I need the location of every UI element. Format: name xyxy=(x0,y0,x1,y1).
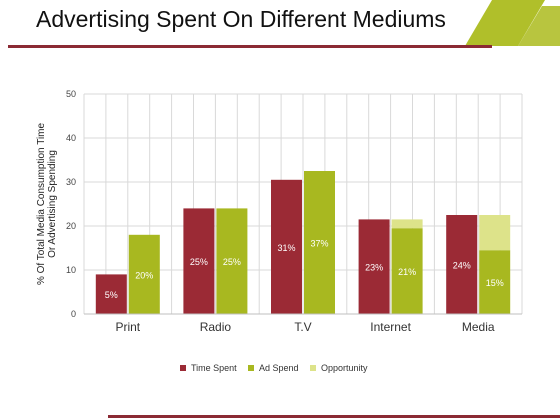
data-label-time-spent: 23% xyxy=(365,263,383,273)
bar-time-spent-T.V xyxy=(271,179,302,314)
corner-decoration xyxy=(465,0,560,46)
bar-ad-spend-Media xyxy=(479,250,511,314)
legend-label-1: Ad Spend xyxy=(259,363,299,373)
legend-swatch-1 xyxy=(248,365,254,371)
data-label-ad-spend: 15% xyxy=(486,278,504,288)
x-tick-label-Radio: Radio xyxy=(200,320,232,334)
legend-swatch-2 xyxy=(310,365,316,371)
bar-time-spent-Print xyxy=(95,274,127,314)
y-tick-label: 50 xyxy=(66,89,76,99)
legend-label-0: Time Spent xyxy=(191,363,237,373)
chart-legend: Time Spent Ad Spend Opportunity xyxy=(180,363,368,373)
data-label-ad-spend: 25% xyxy=(223,257,241,267)
y-tick-label: 30 xyxy=(66,177,76,187)
data-label-time-spent: 25% xyxy=(190,257,208,267)
y-axis-title-line-1: % Of Total Media Consumption Time xyxy=(36,123,47,286)
bar-time-spent-Media xyxy=(446,215,478,314)
y-axis-title: % Of Total Media Consumption TimeOr Adve… xyxy=(36,123,58,286)
decoration-parallelogram-small xyxy=(518,6,560,46)
data-label-ad-spend: 21% xyxy=(398,267,416,277)
data-label-time-spent: 31% xyxy=(277,243,295,253)
chart-axes: 0 10 20 30 40 50 Print Radio T.V Internet Media % O… xyxy=(36,89,522,334)
data-label-time-spent: 24% xyxy=(453,261,471,271)
legend-label-2: Opportunity xyxy=(321,363,368,373)
x-tick-label-Print: Print xyxy=(115,320,140,334)
chart-bars xyxy=(95,171,511,314)
bar-time-spent-Internet xyxy=(358,219,390,314)
chart-data-labels: 5% 20% 25% 25% 31% 37% 23% 21% 24% 15% xyxy=(105,239,504,301)
bar-opportunity-Media xyxy=(479,215,511,251)
x-tick-label-Media: Media xyxy=(462,320,495,334)
bar-ad-spend-Internet xyxy=(391,228,423,314)
footer-rule xyxy=(108,415,560,418)
x-tick-label-Internet: Internet xyxy=(370,320,411,334)
bar-opportunity-Internet xyxy=(391,219,423,229)
data-label-ad-spend: 20% xyxy=(135,270,153,280)
y-tick-label: 20 xyxy=(66,221,76,231)
bar-ad-spend-Radio xyxy=(216,208,248,314)
y-axis-title-line-2: Or Advertising Spending xyxy=(47,150,58,258)
decoration-parallelogram-large xyxy=(465,0,545,46)
bar-ad-spend-Print xyxy=(128,234,160,314)
bar-time-spent-Radio xyxy=(183,208,215,314)
bar-ad-spend-T.V xyxy=(304,171,335,314)
data-label-ad-spend: 37% xyxy=(310,239,328,249)
x-tick-label-T.V: T.V xyxy=(294,320,311,334)
title-underline xyxy=(8,45,492,48)
bar-chart: 5% 20% 25% 25% 31% 37% 23% 21% 24% 15% 0 10 20 30 40 5… xyxy=(36,89,523,373)
legend-swatch-0 xyxy=(180,365,186,371)
y-tick-label: 40 xyxy=(66,133,76,143)
data-label-time-spent: 5% xyxy=(105,290,118,300)
y-tick-label: 10 xyxy=(66,265,76,275)
y-tick-label: 0 xyxy=(71,309,76,319)
page-title: Advertising Spent On Different Mediums xyxy=(36,6,446,32)
